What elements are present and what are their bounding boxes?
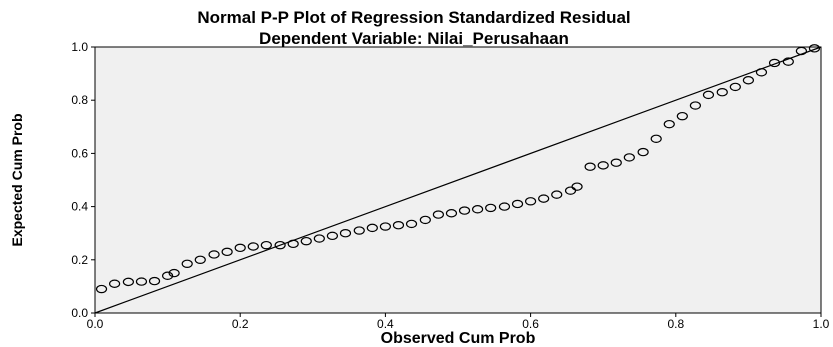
data-point bbox=[379, 222, 391, 231]
data-point bbox=[148, 276, 161, 286]
x-axis-label: Observed Cum Prob bbox=[381, 330, 536, 347]
y-tick-label: 0.0 bbox=[71, 306, 88, 320]
data-point bbox=[551, 190, 563, 199]
data-point bbox=[768, 58, 781, 68]
data-point bbox=[181, 259, 193, 268]
data-point bbox=[472, 205, 484, 214]
y-axis-label: Expected Cum Prob bbox=[9, 113, 25, 246]
data-point bbox=[458, 206, 471, 215]
data-point bbox=[808, 44, 821, 53]
data-points bbox=[95, 44, 821, 294]
data-point bbox=[135, 277, 148, 286]
data-point bbox=[729, 82, 741, 92]
data-point bbox=[485, 203, 497, 213]
y-tick-label: 0.4 bbox=[71, 200, 88, 214]
data-point bbox=[524, 197, 537, 206]
x-tick-label: 1.0 bbox=[813, 317, 830, 331]
reference-diagonal-line bbox=[94, 46, 822, 314]
data-point bbox=[260, 240, 272, 250]
data-point bbox=[287, 239, 299, 249]
data-point bbox=[353, 226, 365, 235]
data-point bbox=[538, 194, 550, 203]
x-tick-label: 0.6 bbox=[522, 317, 539, 331]
data-point bbox=[109, 279, 121, 288]
chart-title: Normal P-P Plot of Regression Standardiz… bbox=[197, 8, 630, 27]
y-axis-ticks: 0.0 0.2 0.4 0.6 0.8 1.0 bbox=[71, 40, 95, 320]
data-point bbox=[650, 134, 662, 143]
x-tick-label: 0.2 bbox=[232, 317, 249, 331]
data-point bbox=[702, 90, 715, 100]
data-point bbox=[445, 209, 458, 218]
data-point bbox=[122, 277, 134, 287]
data-point bbox=[326, 231, 339, 241]
data-point bbox=[366, 223, 378, 233]
data-point bbox=[795, 46, 807, 56]
data-point bbox=[419, 215, 431, 225]
data-point bbox=[339, 228, 352, 238]
data-point bbox=[610, 158, 622, 167]
data-point bbox=[432, 210, 444, 219]
data-point bbox=[194, 255, 206, 264]
data-point bbox=[511, 199, 524, 209]
data-point bbox=[274, 240, 286, 250]
data-point bbox=[571, 182, 583, 191]
data-point bbox=[623, 153, 635, 162]
x-axis-ticks: 0.0 0.2 0.4 0.6 0.8 1.0 bbox=[87, 313, 830, 331]
x-tick-label: 0.0 bbox=[87, 317, 104, 331]
x-tick-label: 0.8 bbox=[667, 317, 684, 331]
y-tick-label: 0.2 bbox=[71, 253, 88, 267]
data-point bbox=[300, 236, 312, 246]
chart-subtitle: Dependent Variable: Nilai_Perusahaan bbox=[259, 29, 569, 48]
data-point bbox=[742, 76, 755, 85]
data-point bbox=[782, 57, 794, 66]
data-point bbox=[162, 271, 174, 280]
y-tick-label: 0.8 bbox=[71, 93, 88, 107]
data-point bbox=[313, 234, 325, 243]
data-point bbox=[234, 243, 246, 253]
data-point bbox=[168, 268, 180, 278]
y-tick-label: 1.0 bbox=[71, 40, 88, 54]
data-point bbox=[597, 161, 609, 170]
data-point bbox=[584, 162, 596, 171]
data-point bbox=[498, 202, 511, 211]
data-point bbox=[95, 284, 108, 294]
data-point bbox=[392, 221, 405, 230]
data-point bbox=[208, 250, 220, 259]
data-point bbox=[663, 119, 675, 129]
y-tick-label: 0.6 bbox=[71, 146, 88, 160]
data-point bbox=[221, 247, 233, 257]
data-point bbox=[716, 88, 728, 97]
data-point bbox=[405, 219, 418, 229]
data-point bbox=[689, 101, 702, 110]
data-point bbox=[247, 242, 259, 251]
data-point bbox=[676, 111, 688, 121]
x-tick-label: 0.4 bbox=[377, 317, 394, 331]
data-point bbox=[637, 147, 649, 157]
data-point bbox=[755, 68, 768, 77]
